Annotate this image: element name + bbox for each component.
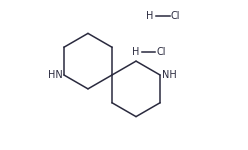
Text: NH: NH	[161, 70, 176, 80]
Text: Cl: Cl	[171, 11, 180, 21]
Text: H: H	[146, 11, 153, 21]
Text: HN: HN	[48, 70, 62, 80]
Text: Cl: Cl	[156, 47, 166, 57]
Text: H: H	[132, 47, 139, 57]
